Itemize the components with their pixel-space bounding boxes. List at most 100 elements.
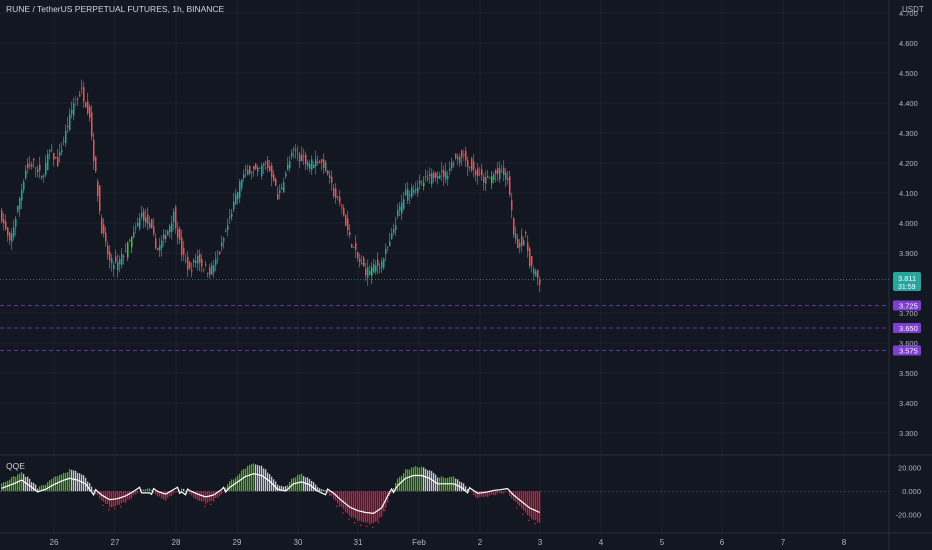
candle-body[interactable]: [247, 169, 249, 175]
candle-body[interactable]: [45, 162, 47, 176]
candle-body[interactable]: [285, 173, 287, 177]
candle-body[interactable]: [179, 228, 181, 241]
candle-body[interactable]: [171, 223, 173, 232]
candle-body[interactable]: [267, 160, 269, 169]
candle-body[interactable]: [457, 157, 459, 160]
candle-body[interactable]: [183, 248, 185, 255]
candle-body[interactable]: [241, 179, 243, 188]
candle-body[interactable]: [439, 175, 441, 179]
candle-body[interactable]: [271, 165, 273, 178]
candle-body[interactable]: [477, 168, 479, 177]
candle-body[interactable]: [161, 240, 163, 248]
candle-body[interactable]: [101, 218, 103, 234]
candle-body[interactable]: [501, 171, 503, 173]
candle-body[interactable]: [187, 256, 189, 270]
candle-body[interactable]: [129, 240, 131, 242]
candle-body[interactable]: [109, 251, 111, 261]
candle-body[interactable]: [117, 262, 119, 271]
candle-body[interactable]: [519, 243, 521, 247]
candle-body[interactable]: [85, 102, 87, 108]
candle-body[interactable]: [69, 114, 71, 131]
candle-body[interactable]: [445, 171, 447, 180]
candle-body[interactable]: [495, 170, 497, 175]
candle-body[interactable]: [289, 161, 291, 169]
candle-body[interactable]: [225, 231, 227, 233]
candle-body[interactable]: [365, 268, 367, 276]
candle-body[interactable]: [315, 159, 317, 167]
candle-body[interactable]: [409, 194, 411, 196]
candle-body[interactable]: [467, 160, 469, 168]
candle-body[interactable]: [473, 161, 475, 170]
candle-body[interactable]: [205, 264, 207, 266]
candle-body[interactable]: [151, 219, 153, 228]
candle-body[interactable]: [359, 258, 361, 262]
candle-body[interactable]: [375, 265, 377, 272]
candle-body[interactable]: [227, 225, 229, 231]
candle-body[interactable]: [35, 167, 37, 169]
candle-body[interactable]: [27, 163, 29, 168]
candle-body[interactable]: [487, 175, 489, 178]
candle-body[interactable]: [425, 176, 427, 178]
candle-body[interactable]: [539, 279, 541, 285]
candle-body[interactable]: [443, 169, 445, 178]
candle-body[interactable]: [317, 161, 319, 164]
candle-body[interactable]: [485, 177, 487, 184]
candle-body[interactable]: [417, 187, 419, 194]
candle-body[interactable]: [213, 265, 215, 273]
candle-body[interactable]: [297, 153, 299, 155]
candle-body[interactable]: [351, 244, 353, 248]
candle-body[interactable]: [121, 254, 123, 265]
candle-body[interactable]: [25, 170, 27, 179]
candle-body[interactable]: [393, 229, 395, 233]
candle-body[interactable]: [137, 222, 139, 227]
candle-body[interactable]: [273, 174, 275, 182]
candle-body[interactable]: [153, 226, 155, 235]
candle-body[interactable]: [231, 214, 233, 217]
candle-body[interactable]: [475, 170, 477, 175]
candle-body[interactable]: [269, 165, 271, 171]
candle-body[interactable]: [527, 242, 529, 251]
candle-body[interactable]: [81, 87, 83, 89]
candle-body[interactable]: [403, 199, 405, 209]
candle-body[interactable]: [329, 175, 331, 178]
candle-body[interactable]: [419, 181, 421, 184]
candle-body[interactable]: [105, 232, 107, 242]
candle-body[interactable]: [221, 242, 223, 247]
candle-body[interactable]: [305, 154, 307, 165]
candles[interactable]: [1, 79, 541, 292]
candle-body[interactable]: [229, 216, 231, 219]
candle-body[interactable]: [87, 101, 89, 114]
candle-body[interactable]: [497, 167, 499, 174]
candle-body[interactable]: [261, 165, 263, 176]
candle-body[interactable]: [181, 237, 183, 256]
candle-body[interactable]: [469, 167, 471, 168]
candle-body[interactable]: [303, 156, 305, 158]
candle-body[interactable]: [9, 232, 11, 241]
candle-body[interactable]: [65, 130, 67, 143]
candle-body[interactable]: [167, 230, 169, 236]
candle-body[interactable]: [327, 170, 329, 175]
candle-body[interactable]: [397, 210, 399, 217]
candle-body[interactable]: [159, 245, 161, 251]
candle-body[interactable]: [295, 149, 297, 151]
candle-body[interactable]: [525, 232, 527, 234]
candle-body[interactable]: [323, 159, 325, 169]
candle-body[interactable]: [21, 189, 23, 201]
candle-body[interactable]: [237, 191, 239, 200]
candle-body[interactable]: [13, 227, 15, 238]
candle-body[interactable]: [331, 176, 333, 183]
candle-body[interactable]: [119, 259, 121, 265]
candle-body[interactable]: [523, 240, 525, 246]
candle-body[interactable]: [215, 259, 217, 266]
candle-body[interactable]: [251, 172, 253, 174]
candle-body[interactable]: [455, 154, 457, 159]
candle-body[interactable]: [97, 181, 99, 196]
candle-body[interactable]: [343, 208, 345, 216]
candle-body[interactable]: [55, 157, 57, 159]
candle-body[interactable]: [335, 188, 337, 198]
candle-body[interactable]: [233, 201, 235, 210]
candle-body[interactable]: [185, 260, 187, 262]
price-axis[interactable]: 4.700 4.600 4.500 4.400 4.300 4.200 4.100 4.000…: [896, 9, 921, 520]
candle-body[interactable]: [493, 174, 495, 181]
candle-body[interactable]: [157, 248, 159, 251]
